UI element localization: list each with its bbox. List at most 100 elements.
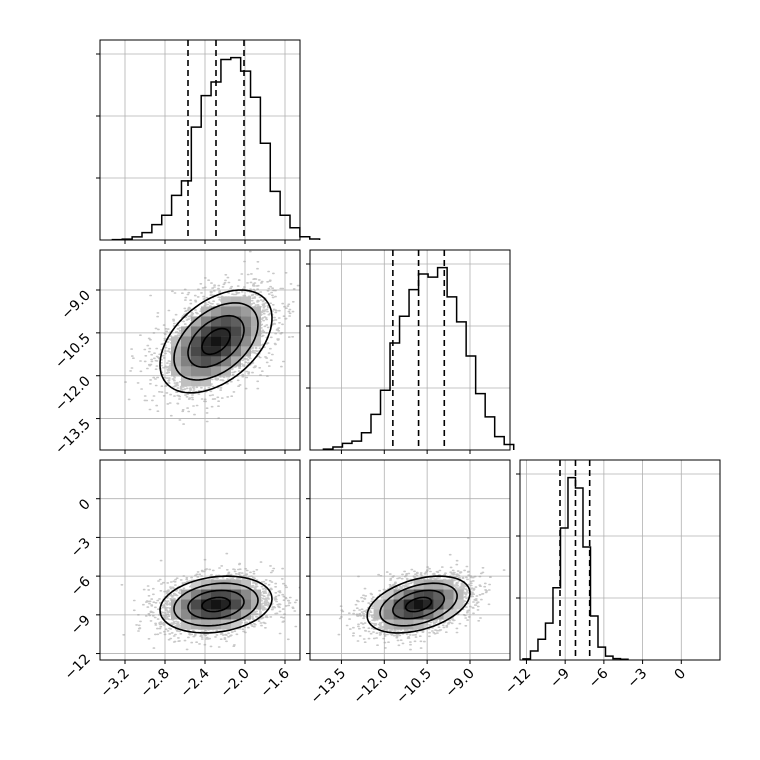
x-tick-labels-2: −13.5 −12.0 −10.5 −9.0	[308, 666, 478, 708]
pair-panel-1-3: 0 −3 −6 −9 −12	[62, 459, 301, 683]
density-cell	[211, 366, 221, 377]
panel-content	[124, 250, 300, 425]
density-cell	[241, 306, 251, 317]
density-cell	[413, 589, 424, 600]
y-tick-label: −12	[62, 651, 94, 683]
density-cell	[211, 336, 221, 347]
density-cell	[403, 619, 414, 630]
contour-level-1	[201, 596, 231, 613]
density-cell	[231, 599, 241, 610]
density-cell	[181, 589, 191, 600]
density-cell	[181, 356, 191, 367]
diag-panel-2	[306, 249, 515, 454]
x-tick-label: −9.0	[442, 666, 477, 701]
density-cell	[413, 599, 424, 610]
x-tick-labels-3: −12 −9 −6 −3 0	[502, 665, 689, 697]
density-cell	[211, 346, 221, 357]
density-cell	[181, 376, 191, 387]
density-cell	[201, 316, 211, 327]
density-cell	[443, 589, 454, 600]
density-cell	[221, 336, 231, 347]
density-cell	[211, 326, 221, 337]
density-cell	[403, 599, 414, 610]
density-cell	[221, 579, 231, 590]
x-tick-label: −2.8	[137, 666, 172, 701]
diag-panel-3	[516, 459, 721, 664]
density-cell	[433, 579, 444, 590]
density-cell	[181, 336, 191, 347]
y-tick-label: −13.5	[52, 416, 94, 458]
density-cell	[423, 599, 434, 610]
density-cell	[373, 599, 384, 610]
x-tick-labels-1: −3.2 −2.8 −2.4 −2.0 −1.6	[97, 665, 292, 700]
density-cell	[181, 346, 191, 357]
x-tick-label: 0	[671, 666, 689, 684]
density-cell	[393, 599, 404, 610]
density-cell	[231, 609, 241, 620]
x-tick-label: −10.5	[393, 666, 435, 708]
x-tick-label: −12	[502, 666, 534, 698]
density-cell	[241, 599, 251, 610]
x-tick-label: −13.5	[308, 666, 350, 708]
x-tick-label: −1.6	[257, 665, 292, 700]
x-tick-label: −2.4	[177, 665, 212, 700]
density-cell	[201, 346, 211, 357]
density-cell	[211, 356, 221, 367]
density-cell	[181, 326, 191, 337]
density-cell	[221, 599, 231, 610]
density-cell	[241, 336, 251, 347]
y-tick-label: −10.5	[52, 330, 94, 372]
density-cell	[171, 336, 181, 347]
density-cell	[171, 346, 181, 357]
density-cell	[191, 326, 201, 337]
density-cell	[171, 356, 181, 367]
y-tick-label: −9.0	[58, 288, 93, 323]
x-tick-label: −3.2	[97, 666, 132, 701]
density-cell	[201, 609, 211, 620]
density-cell	[231, 336, 241, 347]
x-tick-label: −12.0	[350, 666, 392, 708]
density-cell	[211, 619, 221, 630]
density-cell	[191, 346, 201, 357]
density-cell	[211, 316, 221, 327]
density-cell	[171, 366, 181, 377]
y-tick-label: −12.0	[52, 373, 94, 415]
density-cell	[433, 609, 444, 620]
density-cell	[191, 589, 201, 600]
contour-level-4	[159, 575, 273, 634]
density-cell	[443, 579, 454, 590]
diag-panel-1	[96, 39, 321, 244]
y-tick-label: −3	[68, 535, 94, 561]
pair-panel-2-3	[306, 459, 511, 664]
density-cell	[221, 346, 231, 357]
density-cell	[201, 599, 211, 610]
density-cell	[181, 609, 191, 620]
density-cell	[191, 356, 201, 367]
contour-level-2	[392, 589, 446, 620]
density-cell	[251, 306, 261, 317]
density-cell	[453, 599, 464, 610]
contour-level-3	[173, 302, 259, 381]
density-cell	[221, 296, 231, 307]
density-cell	[251, 599, 261, 610]
contour-level-3	[379, 582, 458, 627]
density-cell	[191, 376, 201, 387]
density-cell	[221, 609, 231, 620]
density-cell	[221, 326, 231, 337]
density-cell	[201, 356, 211, 367]
density-cell	[211, 609, 221, 620]
panel-frame	[519, 459, 721, 661]
y-tick-label: 0	[76, 496, 94, 514]
density-cell	[231, 356, 241, 367]
density-cell	[181, 599, 191, 610]
contour-level-2	[187, 314, 245, 368]
panel-content	[337, 537, 510, 651]
density-cell	[241, 296, 251, 307]
density-cell	[191, 336, 201, 347]
density-cell	[221, 316, 231, 327]
density-cell	[221, 306, 231, 317]
density-cell	[191, 316, 201, 327]
contour-level-4	[159, 289, 273, 394]
density-cell	[453, 589, 464, 600]
density-cell	[191, 366, 201, 377]
